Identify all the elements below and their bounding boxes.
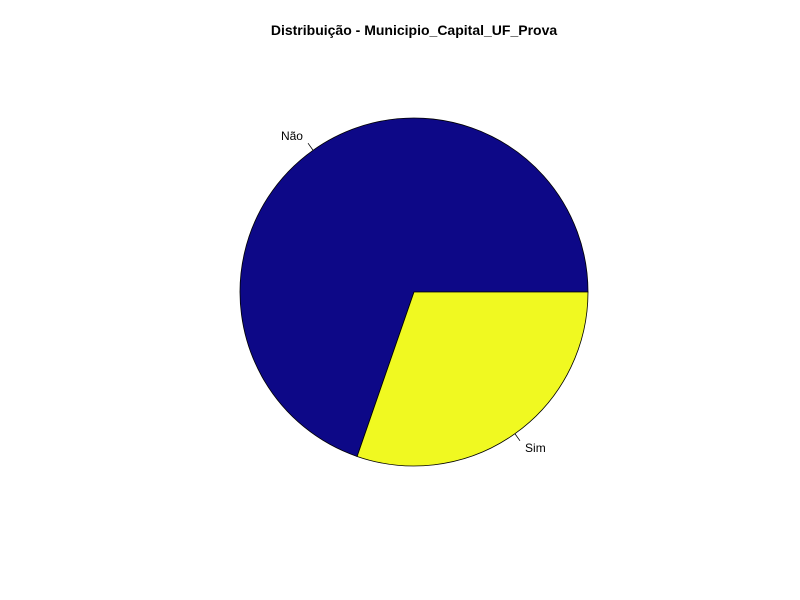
chart-title: Distribuição - Municipio_Capital_UF_Prov… — [271, 22, 557, 38]
pie-slice-0 — [239, 117, 589, 457]
pie-labels: Não Sim — [281, 129, 546, 455]
pie-label-0: Não — [281, 129, 303, 143]
pie-label-1: Sim — [525, 441, 546, 455]
pie-label-tick-0 — [307, 142, 314, 151]
pie-slice-1 — [356, 291, 589, 467]
pie-slices — [239, 117, 589, 467]
pie-label-tick-1 — [514, 433, 521, 442]
